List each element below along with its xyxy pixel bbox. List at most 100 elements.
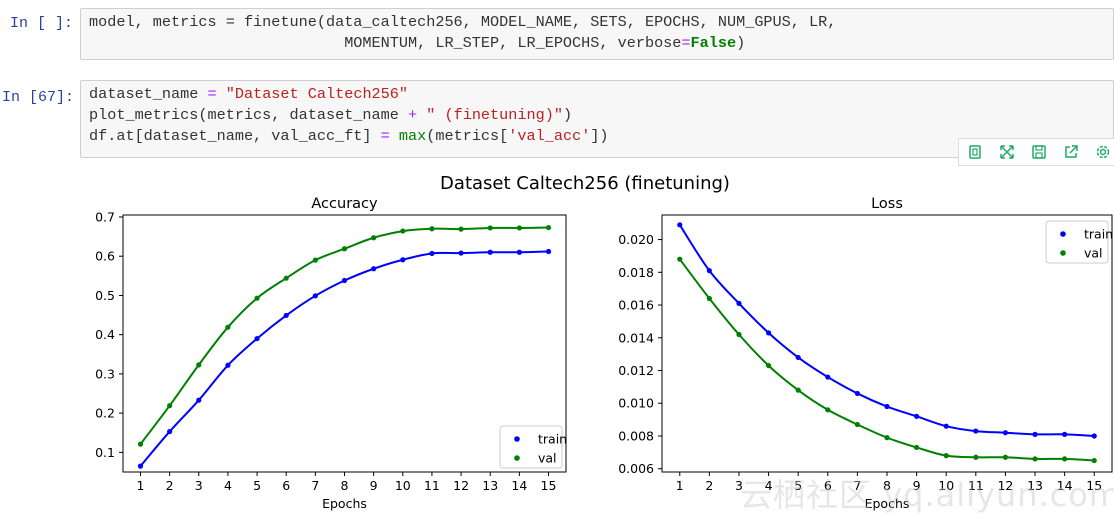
y-tick-label: 0.7 [95, 209, 115, 224]
figure-title: Dataset Caltech256 (finetuning) [440, 173, 730, 194]
y-tick-label: 0.008 [618, 428, 654, 443]
x-tick-label: 7 [311, 478, 319, 493]
data-point-val [736, 331, 742, 338]
legend-marker-val [1060, 250, 1066, 256]
data-point-train [825, 374, 831, 380]
code-line: plot_metrics(metrics, dataset_name + " (… [89, 105, 609, 126]
code-editor[interactable]: model, metrics = finetune(data_caltech25… [89, 12, 836, 54]
code-token: + [408, 106, 418, 124]
data-point-train [167, 428, 173, 435]
code-token: False [690, 34, 737, 52]
data-point-val [283, 275, 289, 281]
code-token: (metrics[ [426, 127, 509, 145]
code-line: df.at[dataset_name, val_acc_ft] = max(me… [89, 126, 609, 147]
legend-label: train [1084, 227, 1113, 242]
cell-prompt: In [67]: [2, 89, 75, 106]
data-point-train [765, 330, 772, 336]
x-tick-label: 7 [853, 478, 861, 493]
data-point-train [706, 268, 712, 274]
legend-marker-train [1060, 231, 1066, 237]
share-icon [1065, 145, 1078, 158]
data-point-train [516, 249, 522, 255]
data-point-val [167, 403, 173, 409]
code-cell-input[interactable]: dataset_name = "Dataset Caltech256" plot_… [80, 80, 1114, 158]
share-button[interactable] [1055, 139, 1087, 165]
data-point-val [137, 441, 144, 447]
y-tick-label: 0.6 [95, 249, 115, 264]
data-point-train [312, 293, 318, 299]
data-point-val [943, 453, 949, 459]
chart-title: Accuracy [311, 196, 378, 212]
x-tick-label: 5 [253, 478, 261, 493]
output-toolbar [958, 138, 1114, 166]
code-token [417, 106, 426, 124]
expand-icon [1000, 145, 1014, 159]
code-line: MOMENTUM, LR_STEP, LR_EPOCHS, verbose=Fa… [89, 33, 836, 54]
data-point-val [516, 225, 522, 231]
x-tick-label: 14 [511, 478, 527, 493]
legend-marker-train [514, 436, 520, 442]
data-point-val [1091, 457, 1097, 464]
cell-prompt: In [ ]: [10, 15, 74, 32]
data-point-train [795, 354, 801, 361]
data-point-train [973, 428, 979, 434]
code-token: plot_metrics(metrics, dataset_name [89, 106, 408, 124]
x-tick-label: 3 [735, 478, 743, 493]
copy-icon [969, 145, 981, 159]
x-tick-label: 14 [1057, 478, 1073, 493]
data-point-train [884, 403, 890, 410]
x-tick-label: 3 [195, 478, 203, 493]
x-tick-label: 2 [705, 478, 713, 493]
code-token: = [207, 85, 217, 103]
chart-title: Loss [871, 196, 903, 212]
data-point-val [458, 226, 464, 232]
legend-label: val [1084, 246, 1103, 261]
data-point-val [884, 435, 890, 441]
copy-button[interactable] [959, 139, 991, 165]
code-token [390, 127, 399, 145]
series-line-val [139, 226, 549, 445]
data-point-train [736, 300, 742, 306]
x-tick-label: 1 [676, 478, 684, 493]
data-point-train [545, 248, 552, 255]
x-tick-label: 15 [541, 478, 557, 493]
data-point-train [225, 362, 231, 368]
x-tick-label: 13 [482, 478, 498, 493]
data-point-train [254, 335, 260, 342]
y-tick-label: 0.014 [618, 330, 654, 345]
series-line-val [678, 258, 1095, 462]
x-tick-label: 9 [913, 478, 921, 493]
data-point-val [429, 226, 435, 232]
x-tick-label: 4 [224, 478, 232, 493]
code-token: MOMENTUM, LR_STEP, LR_EPOCHS, verbose [89, 34, 682, 52]
code-token [217, 85, 226, 103]
code-token: = [681, 34, 691, 52]
data-point-val [1032, 456, 1038, 462]
data-point-train [196, 397, 202, 403]
code-token: df.at[dataset_name, val_acc_ft] [89, 127, 381, 145]
data-point-val [706, 295, 712, 302]
code-editor[interactable]: dataset_name = "Dataset Caltech256" plot_… [89, 84, 609, 147]
y-tick-label: 0.1 [95, 445, 115, 460]
data-point-train [458, 250, 464, 256]
code-line: model, metrics = finetune(data_caltech25… [89, 12, 836, 33]
expand-button[interactable] [991, 139, 1023, 165]
plot-output: Dataset Caltech256 (finetuning) Accuracy… [0, 165, 1114, 514]
code-token: " (finetuning)" [426, 106, 563, 124]
data-point-train [371, 266, 377, 272]
data-point-val [196, 362, 202, 368]
y-tick-label: 0.5 [95, 288, 115, 303]
code-cell-input[interactable]: model, metrics = finetune(data_caltech25… [80, 8, 1114, 60]
x-axis-label: Epochs [322, 496, 367, 511]
data-point-train [487, 249, 493, 255]
code-token: 'val_acc' [508, 127, 591, 145]
code-token: ) [736, 34, 746, 52]
figure-canvas: Dataset Caltech256 (finetuning) Accuracy… [95, 173, 1113, 511]
save-button[interactable] [1023, 139, 1055, 165]
code-token: ) [562, 106, 573, 124]
data-point-train [1091, 433, 1097, 439]
x-tick-label: 4 [765, 478, 773, 493]
x-tick-label: 6 [282, 478, 290, 493]
settings-button[interactable] [1087, 139, 1114, 165]
x-tick-label: 10 [938, 478, 954, 493]
